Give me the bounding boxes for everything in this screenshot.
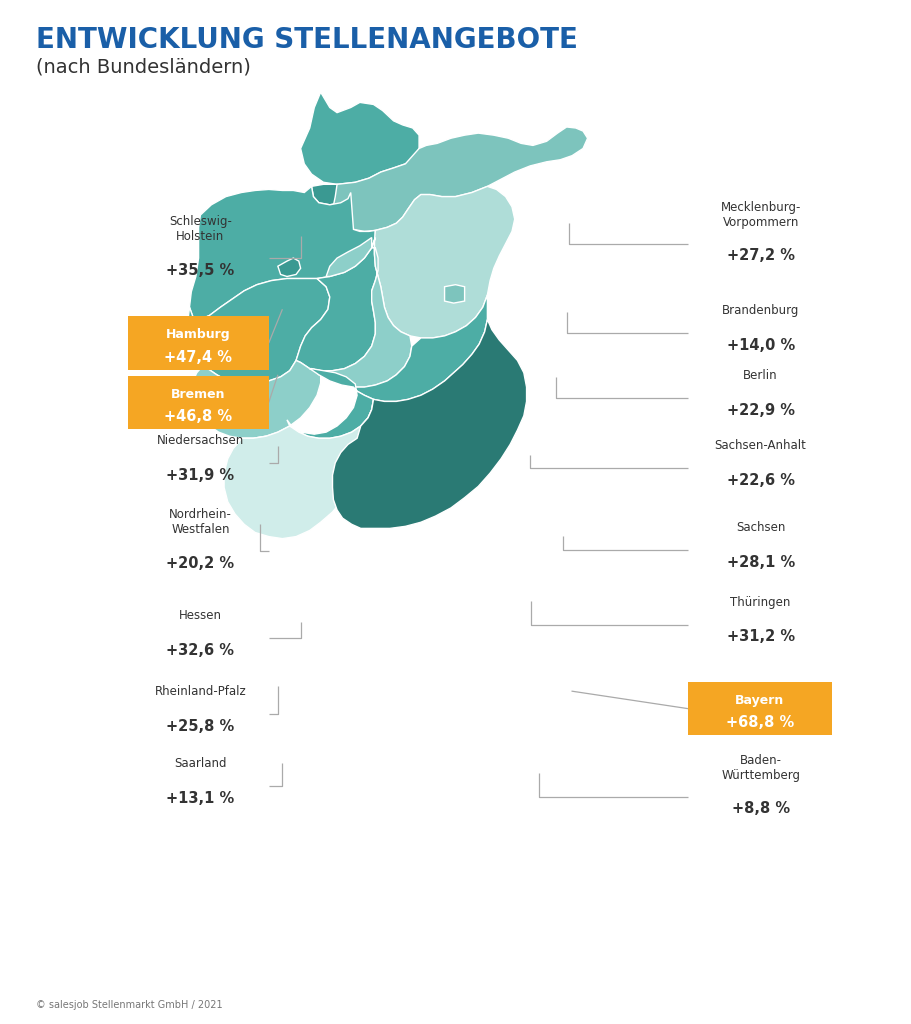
Polygon shape	[301, 92, 419, 184]
Polygon shape	[445, 285, 465, 303]
Text: +8,8 %: +8,8 %	[732, 802, 790, 816]
Text: Hamburg: Hamburg	[166, 329, 230, 341]
Text: +27,2 %: +27,2 %	[727, 249, 794, 263]
Polygon shape	[278, 258, 301, 276]
Text: +25,8 %: +25,8 %	[167, 719, 234, 733]
Polygon shape	[191, 360, 321, 438]
Text: +31,2 %: +31,2 %	[727, 630, 794, 644]
FancyBboxPatch shape	[128, 316, 269, 370]
Text: © salesjob Stellenmarkt GmbH / 2021: © salesjob Stellenmarkt GmbH / 2021	[36, 999, 223, 1010]
Text: ENTWICKLUNG STELLENANGEBOTE: ENTWICKLUNG STELLENANGEBOTE	[36, 26, 578, 53]
Polygon shape	[232, 436, 278, 469]
Text: +46,8 %: +46,8 %	[164, 410, 232, 424]
Text: Thüringen: Thüringen	[731, 596, 791, 608]
Text: +22,9 %: +22,9 %	[727, 403, 794, 418]
Text: Saarland: Saarland	[174, 758, 227, 770]
Text: Rheinland-Pfalz: Rheinland-Pfalz	[155, 685, 246, 697]
Text: +13,1 %: +13,1 %	[167, 792, 234, 806]
Polygon shape	[312, 184, 351, 205]
Polygon shape	[189, 186, 375, 319]
Text: +28,1 %: +28,1 %	[727, 555, 794, 569]
Text: +22,6 %: +22,6 %	[727, 473, 794, 487]
Polygon shape	[333, 319, 527, 528]
Text: (nach Bundesländern): (nach Bundesländern)	[36, 57, 251, 77]
Text: +31,9 %: +31,9 %	[167, 468, 234, 482]
FancyBboxPatch shape	[128, 376, 269, 429]
Text: Sachsen: Sachsen	[736, 521, 785, 534]
Polygon shape	[310, 238, 412, 387]
Text: Baden-
Württemberg: Baden- Württemberg	[722, 754, 800, 782]
Text: Bayern: Bayern	[735, 694, 784, 707]
Text: Sachsen-Anhalt: Sachsen-Anhalt	[715, 439, 806, 452]
Text: Hessen: Hessen	[179, 609, 222, 622]
Text: +20,2 %: +20,2 %	[167, 556, 234, 570]
Polygon shape	[353, 295, 487, 401]
Text: Mecklenburg-
Vorpommern: Mecklenburg- Vorpommern	[721, 201, 801, 229]
Polygon shape	[188, 279, 330, 384]
Polygon shape	[296, 238, 378, 371]
Polygon shape	[374, 186, 515, 338]
Text: +32,6 %: +32,6 %	[167, 643, 234, 657]
Text: Brandenburg: Brandenburg	[722, 304, 799, 316]
Text: +35,5 %: +35,5 %	[167, 263, 234, 278]
Polygon shape	[333, 127, 588, 231]
Text: Niedersachsen: Niedersachsen	[157, 434, 244, 446]
Text: Nordrhein-
Westfalen: Nordrhein- Westfalen	[169, 508, 232, 537]
Polygon shape	[287, 369, 374, 438]
Text: Schleswig-
Holstein: Schleswig- Holstein	[169, 215, 232, 244]
Polygon shape	[224, 399, 374, 539]
Text: +14,0 %: +14,0 %	[727, 338, 794, 352]
FancyBboxPatch shape	[688, 682, 832, 735]
Text: +68,8 %: +68,8 %	[726, 716, 793, 730]
Text: Bremen: Bremen	[171, 388, 225, 400]
Text: +47,4 %: +47,4 %	[164, 350, 232, 365]
Text: Berlin: Berlin	[743, 370, 778, 382]
